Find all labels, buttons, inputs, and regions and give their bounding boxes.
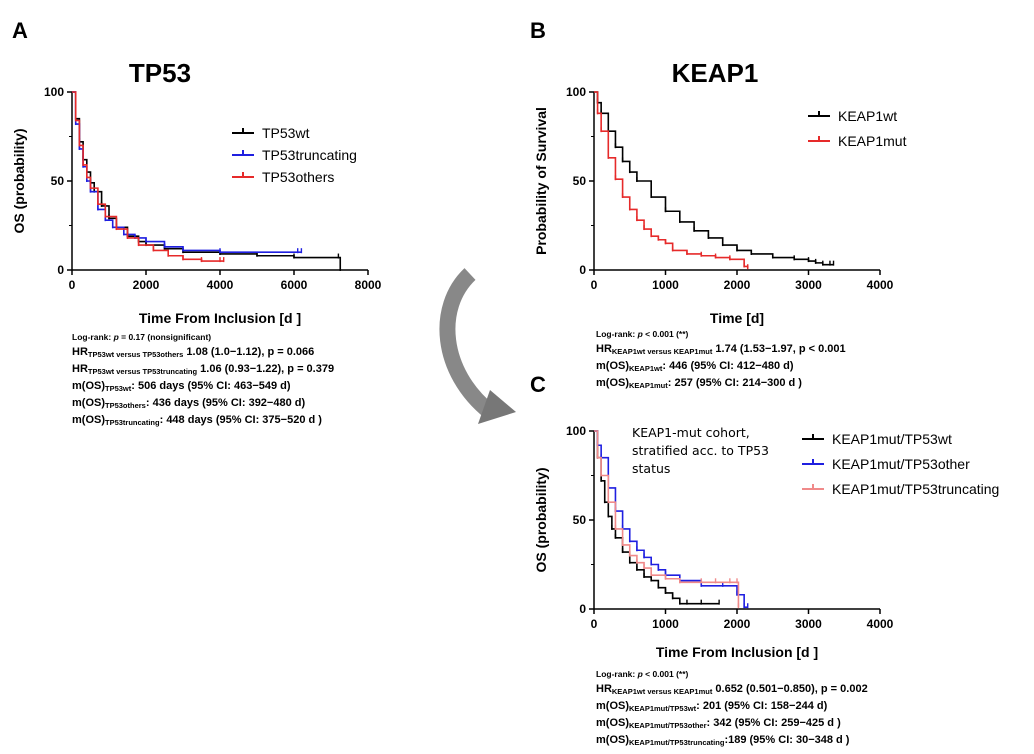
x-tick-label: 1000 — [652, 278, 679, 292]
series-line-tp53others — [72, 91, 224, 262]
stats-b: Log-rank: p < 0.001 (**) HRKEAP1wt versu… — [596, 327, 846, 393]
chart-title: KEAP1 — [672, 58, 759, 88]
median-c-other: m(OS)KEAP1mut/TP53other: 342 (95% CI: 25… — [596, 717, 841, 730]
y-axis-label: OS (probability) — [533, 468, 549, 573]
chart-title: TP53 — [129, 58, 191, 88]
y-tick-label: 100 — [44, 85, 64, 99]
logrank-c: Log-rank: p < 0.001 (**) — [596, 669, 689, 679]
median-b-mut: m(OS)KEAP1mut: 257 (95% CI: 214−300 d ) — [596, 377, 802, 390]
y-axis-label: Probability of Survival — [533, 107, 549, 255]
hr-a-truncating: HRTP53wt versus TP53truncating 1.06 (0.9… — [72, 363, 335, 376]
legend-label: KEAP1mut/TP53truncating — [832, 481, 999, 497]
legend-label: KEAP1mut/TP53other — [832, 456, 970, 472]
logrank-b: Log-rank: p < 0.001 (**) — [596, 329, 689, 339]
x-tick-label: 4000 — [867, 278, 894, 292]
hr-c: HRKEAP1wt versus KEAP1mut 0.652 (0.501−0… — [596, 683, 868, 696]
median-b-wt: m(OS)KEAP1wt: 446 (95% CI: 412−480 d) — [596, 360, 794, 373]
legend-label: KEAP1mut — [838, 133, 907, 149]
logrank-a: Log-rank: p = 0.17 (nonsignificant) — [72, 332, 212, 342]
panel-letter-c: C — [530, 372, 546, 397]
legend-label: TP53others — [262, 169, 334, 185]
y-tick-label: 100 — [566, 85, 586, 99]
series-line-keap1mut — [594, 91, 749, 269]
x-tick-label: 2000 — [133, 278, 160, 292]
legend-label: TP53wt — [262, 125, 310, 141]
y-tick-label: 50 — [573, 513, 587, 527]
panel-letter-a: A — [12, 18, 28, 43]
median-c-wt: m(OS)KEAP1mut/TP53wt: 201 (95% CI: 158−2… — [596, 700, 828, 713]
series-line-keap1wt — [594, 91, 834, 266]
x-tick-label: 0 — [69, 278, 76, 292]
y-tick-label: 50 — [51, 174, 65, 188]
chart-c-keap1mut-tp53: 0 1000 2000 3000 4000 0 50 100 Time From Inclusi… — [533, 424, 999, 660]
legend-label: TP53truncating — [262, 147, 357, 163]
chart-a-tp53: TP53 0 2000 4000 6000 8000 0 50 100 Time From Inc… — [11, 58, 382, 326]
median-a-wt: m(OS)TP53wt: 506 days (95% CI: 463−549 d… — [72, 380, 291, 393]
x-tick-label: 3000 — [795, 278, 822, 292]
x-axis-label: Time From Inclusion [d ] — [139, 310, 301, 326]
y-tick-label: 0 — [579, 602, 586, 616]
x-axis-label: Time From Inclusion [d ] — [656, 644, 818, 660]
annotation-text: stratified acc. to TP53 — [632, 443, 769, 458]
y-tick-label: 50 — [573, 174, 587, 188]
stats-c: Log-rank: p < 0.001 (**) HRKEAP1wt versu… — [596, 667, 868, 750]
legend-label: KEAP1wt — [838, 108, 897, 124]
annotation-text: status — [632, 461, 670, 476]
hr-b: HRKEAP1wt versus KEAP1mut 1.74 (1.53−1.9… — [596, 343, 846, 356]
x-axis-label: Time [d] — [710, 310, 764, 326]
y-tick-label: 0 — [579, 263, 586, 277]
y-tick-label: 0 — [57, 263, 64, 277]
x-tick-label: 2000 — [724, 617, 751, 631]
x-tick-label: 3000 — [795, 617, 822, 631]
legend-label: KEAP1mut/TP53wt — [832, 431, 952, 447]
annotation-text: KEAP1-mut cohort, — [632, 425, 750, 440]
hr-a-others: HRTP53wt versus TP53others 1.08 (1.0−1.1… — [72, 346, 315, 359]
stats-a: Log-rank: p = 0.17 (nonsignificant) HRTP… — [72, 330, 334, 430]
x-tick-label: 8000 — [355, 278, 382, 292]
panel-letter-b: B — [530, 18, 546, 43]
median-c-truncating: m(OS)KEAP1mut/TP53truncating:189 (95% CI… — [596, 734, 850, 747]
x-tick-label: 6000 — [281, 278, 308, 292]
x-tick-label: 2000 — [724, 278, 751, 292]
x-tick-label: 1000 — [652, 617, 679, 631]
y-tick-label: 100 — [566, 424, 586, 438]
median-a-others: m(OS)TP53others: 436 days (95% CI: 392−4… — [72, 397, 306, 410]
x-tick-label: 0 — [591, 617, 598, 631]
x-tick-label: 0 — [591, 278, 598, 292]
chart-b-keap1: KEAP1 0 1000 2000 3000 4000 0 50 100 Time [d] Prob… — [533, 58, 907, 326]
x-tick-label: 4000 — [867, 617, 894, 631]
curved-arrow — [439, 268, 516, 424]
y-axis-label: OS (probability) — [11, 129, 27, 234]
median-a-truncating: m(OS)TP53truncating: 448 days (95% CI: 3… — [72, 414, 322, 427]
x-tick-label: 4000 — [207, 278, 234, 292]
